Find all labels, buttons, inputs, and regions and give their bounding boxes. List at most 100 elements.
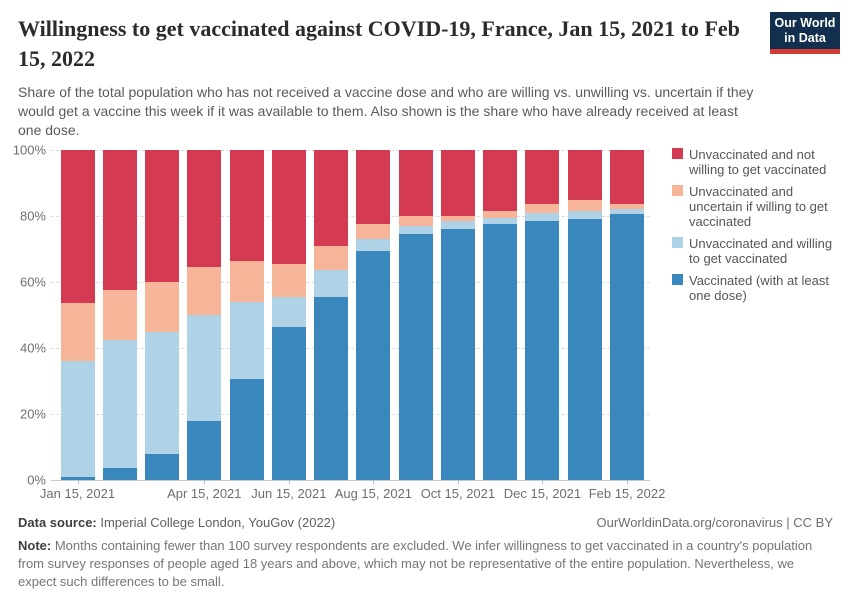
bar-segment[interactable] [398, 150, 433, 216]
bar-segment[interactable] [187, 267, 222, 315]
bar-segment[interactable] [229, 379, 264, 480]
gridline-20% [51, 414, 650, 415]
data-source-label: Data source: [18, 515, 97, 530]
bar-segment[interactable] [567, 211, 602, 220]
bar-segment[interactable] [145, 453, 180, 480]
x-axis-tick-label: Feb 15, 2022 [588, 486, 666, 501]
bar-segment[interactable] [610, 204, 644, 210]
bar-column[interactable] [525, 150, 560, 480]
bar-segment[interactable] [271, 296, 306, 327]
bar-segment[interactable] [610, 214, 644, 480]
gridline-100% [51, 150, 650, 151]
legend-swatch-icon [672, 274, 683, 285]
bar-segment[interactable] [398, 225, 433, 235]
bar-segment[interactable] [187, 150, 222, 268]
bar-segment[interactable] [187, 420, 222, 480]
chart-legend: Unvaccinated and not willing to get vacc… [672, 147, 844, 310]
bar-segment[interactable] [271, 326, 306, 480]
bar-segment[interactable] [60, 303, 95, 362]
bar-segment[interactable] [440, 216, 475, 221]
legend-item[interactable]: Unvaccinated and not willing to get vacc… [672, 147, 844, 177]
bar-segment[interactable] [60, 150, 95, 304]
bar-segment[interactable] [356, 250, 391, 480]
bar-column[interactable] [567, 150, 602, 480]
bar-segment[interactable] [229, 150, 264, 261]
x-axis-tick [373, 480, 375, 484]
bar-segment[interactable] [610, 209, 644, 215]
legend-swatch-icon [672, 237, 683, 248]
bar-column[interactable] [145, 150, 180, 480]
bar-column[interactable] [229, 150, 264, 480]
bar-segment[interactable] [525, 204, 560, 213]
bar-segment[interactable] [145, 150, 180, 282]
y-axis-tick-label: 20% [19, 406, 46, 422]
bar-segment[interactable] [567, 199, 602, 212]
bar-segment[interactable] [525, 220, 560, 480]
data-source: Data source: Imperial College London, Yo… [18, 514, 335, 531]
gridline-40% [51, 348, 650, 349]
legend-item[interactable]: Unvaccinated and uncertain if willing to… [672, 184, 844, 229]
bar-column[interactable] [60, 150, 95, 480]
bar-segment[interactable] [567, 150, 602, 200]
owid-logo-line1: Our World [774, 15, 836, 30]
bar-segment[interactable] [314, 270, 349, 297]
bar-segment[interactable] [314, 150, 349, 246]
page-title: Willingness to get vaccinated against CO… [18, 16, 740, 71]
bar-segment[interactable] [483, 224, 518, 480]
note-value: Months containing fewer than 100 survey … [18, 538, 813, 589]
bar-segment[interactable] [483, 217, 518, 225]
x-axis-tick-label: Aug 15, 2021 [334, 486, 413, 501]
source-row: Data source: Imperial College London, Yo… [18, 514, 833, 531]
bar-column[interactable] [271, 150, 306, 480]
bar-segment[interactable] [60, 361, 95, 477]
bar-segment[interactable] [102, 290, 137, 340]
bar-segment[interactable] [102, 339, 137, 469]
bar-segment[interactable] [525, 150, 560, 205]
bar-segment[interactable] [60, 476, 95, 480]
x-axis-tick-label: Oct 15, 2021 [420, 486, 496, 501]
attribution-link[interactable]: OurWorldinData.org/coronavirus | CC BY [596, 515, 833, 530]
bar-segment[interactable] [102, 150, 137, 291]
bar-segment[interactable] [314, 296, 349, 480]
x-axis-tick [627, 480, 628, 484]
bar-segment[interactable] [356, 150, 391, 225]
bar-segment[interactable] [356, 239, 391, 251]
legend-item[interactable]: Vaccinated (with at least one dose) [672, 273, 844, 303]
legend-item-label: Vaccinated (with at least one dose) [689, 273, 829, 303]
x-axis-tick [457, 480, 459, 484]
bar-column[interactable] [398, 150, 433, 480]
bar-segment[interactable] [187, 315, 222, 421]
bar-segment[interactable] [483, 211, 518, 218]
bar-segment[interactable] [567, 219, 602, 480]
bar-segment[interactable] [356, 224, 391, 240]
y-axis-tick-label: 80% [19, 208, 46, 224]
bar-segment[interactable] [314, 245, 349, 271]
bar-segment[interactable] [398, 234, 433, 480]
bar-segment[interactable] [440, 150, 475, 216]
bar-column[interactable] [610, 150, 644, 480]
bar-segment[interactable] [440, 220, 475, 230]
chart-footer: Data source: Imperial College London, Yo… [18, 514, 833, 591]
legend-item-label: Unvaccinated and uncertain if willing to… [689, 184, 828, 229]
bar-column[interactable] [440, 150, 475, 480]
bar-column[interactable] [314, 150, 349, 480]
legend-item[interactable]: Unvaccinated and willing to get vaccinat… [672, 236, 844, 266]
bar-segment[interactable] [102, 468, 137, 480]
x-axis-tick-label: Jan 15, 2021 [39, 486, 116, 501]
bar-column[interactable] [187, 150, 222, 480]
bar-segment[interactable] [229, 301, 264, 380]
bar-segment[interactable] [483, 150, 518, 212]
bar-segment[interactable] [271, 150, 306, 264]
bar-segment[interactable] [610, 150, 644, 205]
bar-segment[interactable] [145, 331, 180, 454]
bar-column[interactable] [102, 150, 137, 480]
bar-column[interactable] [483, 150, 518, 480]
bar-segment[interactable] [525, 212, 560, 221]
bar-segment[interactable] [440, 229, 475, 480]
bar-column[interactable] [356, 150, 391, 480]
bar-segment[interactable] [271, 263, 306, 297]
bar-segment[interactable] [398, 216, 433, 226]
bar-segment[interactable] [145, 282, 180, 332]
bar-segment[interactable] [229, 260, 264, 302]
